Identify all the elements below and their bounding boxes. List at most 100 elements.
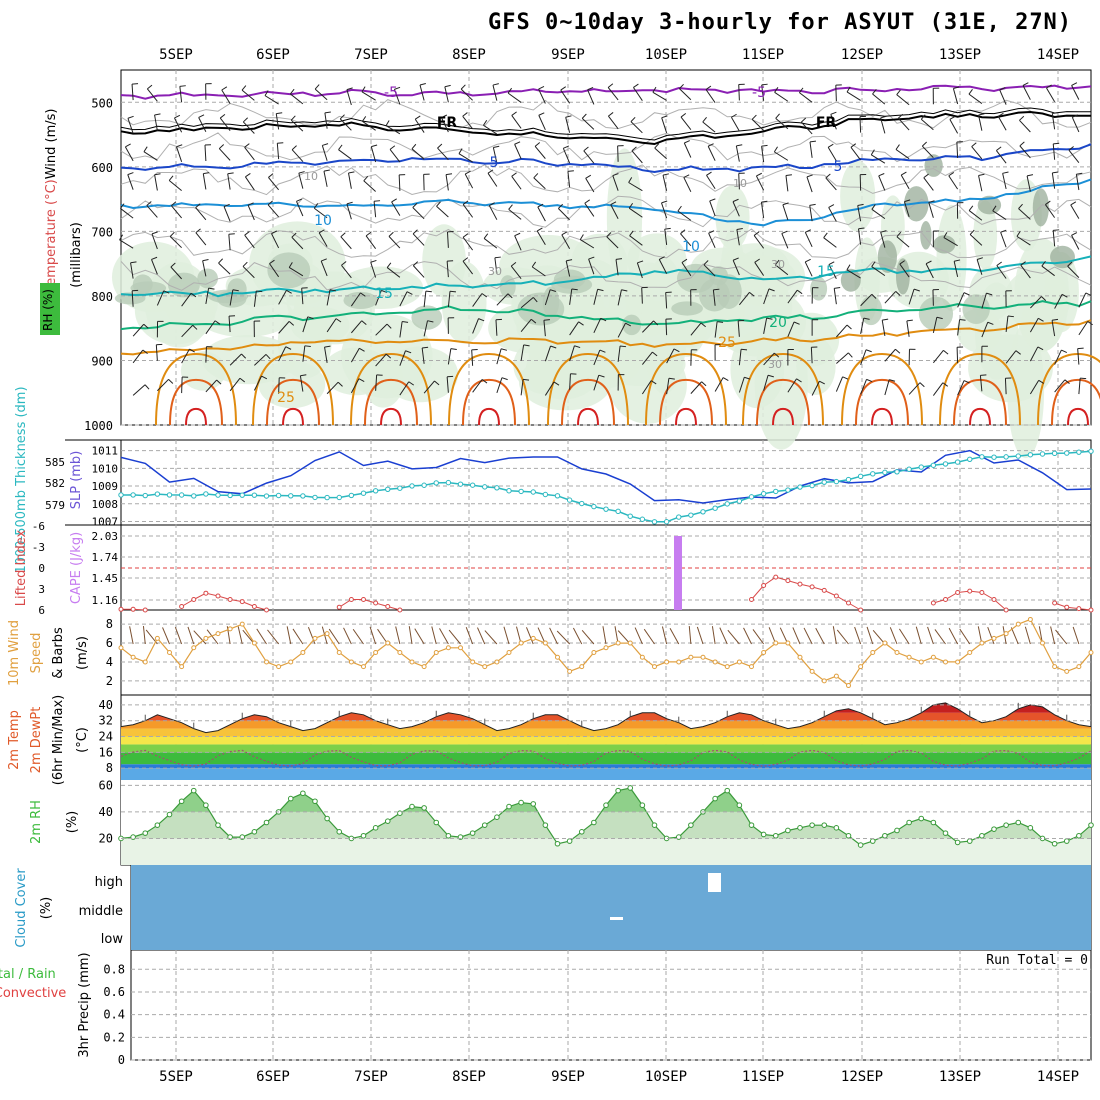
wind-barb-flag [286,289,292,294]
li-tick-label: -3 [32,541,45,554]
thickness-line-point [409,483,415,489]
rh-shading-mid [671,301,703,316]
wind-barb-flag [127,115,134,119]
lifted-index-point [373,600,379,606]
bottom-date-label: 11SEP [742,1069,784,1085]
hottest-contour [772,407,794,426]
thickness-line-point [967,456,973,462]
surface-wind-barb [696,626,704,645]
wind-barb-flag [323,169,330,172]
wind-barb [665,292,668,309]
wind-barb-flag [261,375,268,380]
rh-point [1076,832,1082,839]
wind-speed-point [567,668,573,674]
rh-shading-mid [622,314,642,336]
top-date-label: 13SEP [939,47,981,63]
lifted-index-point [785,578,791,584]
wind-barb-flag [203,172,210,175]
surface-wind-barb [752,629,765,645]
wind-barb [472,318,480,334]
wind-speed-point [676,659,682,665]
rh-shading-mid [167,272,200,298]
rh-shading-mid [918,296,954,331]
wind-speed-point [179,664,185,670]
wind-barb-flag [425,290,432,293]
wind-barb [131,290,134,307]
wind-barb [737,320,740,337]
warm-contour [742,352,824,426]
wind-barb [846,269,861,279]
wind-barb [1041,265,1055,277]
wind-barb [857,205,862,222]
wind-barb-flag [359,347,365,352]
rh-point [979,832,985,839]
thickness-line-point [288,493,294,499]
wind-barb-flag [478,318,485,322]
surface-wind-barb [414,628,425,645]
wind-barb-flag [537,203,544,208]
wind-barb [859,116,862,133]
rh-shading-light [422,224,466,298]
wind-barb [1078,321,1089,336]
wind-barb [244,176,255,191]
wind-barb-flag [1015,350,1021,355]
wind-barb-flag [533,173,539,179]
thickness-line-point [760,491,767,497]
wind-barb [483,124,498,135]
wind-barb-flag [142,349,148,355]
wind-barb-flag [154,113,161,116]
wind-barb-flag [963,380,970,384]
wind-barb [219,117,231,131]
wind-barb [412,233,425,246]
wind-barb [462,236,474,251]
wind-barb-flag [1052,171,1059,174]
wind-barb-flag [245,173,251,178]
wind-barb [436,205,449,218]
lifted-index-point [385,604,391,609]
wind-barb-flag [239,377,246,383]
wind-barb-flag [996,261,1002,266]
wind-barb-flag [587,86,594,91]
surface-wind-barb [959,628,971,645]
rh-point [518,799,524,806]
wind-barb [690,322,702,336]
rh2m-label: 2m RH [29,800,44,844]
precip-tick-label: 0.2 [103,1030,125,1044]
wind-speed-point [979,640,985,646]
rh-point [360,832,367,839]
wind-barb-flag [445,173,453,176]
wind-barb-flag [143,323,149,329]
lifted-index-point [1076,606,1082,612]
wind-speed-point [1040,640,1045,646]
wind-barb-flag [221,86,228,91]
wind-barb-flag [978,173,985,177]
wind-barb-flag [842,376,849,380]
wind-barb-flag [889,379,896,382]
wind-barb-flag [176,144,183,148]
wind-barb [871,154,886,164]
thickness-line-point [797,484,803,490]
rh-point [1051,840,1058,847]
wind-barb-flag [462,112,468,117]
bottom-date-label: 13SEP [939,1069,981,1085]
wind-barb [584,202,595,217]
wind-barb-flag [1061,293,1068,298]
wind-barb [562,148,571,164]
wind-barb [703,264,716,277]
wind-barb [787,289,798,304]
wind-barb [389,149,401,163]
wind-barb-flag [189,348,195,353]
wind-barb [593,375,600,391]
wind-barb [168,180,182,191]
wind-barb-flag [1076,172,1083,175]
wind-speed-point [1027,616,1033,622]
thickness-line-point [579,500,585,507]
thickness-line-point [348,492,355,499]
wind-barb [732,260,740,276]
wind-barb-flag [381,289,388,294]
wind-barb-flag [218,258,224,264]
lifted-index-point [397,607,403,613]
thickness-line-point [191,493,197,499]
rh-point [300,790,306,797]
wind-barb [612,175,619,191]
